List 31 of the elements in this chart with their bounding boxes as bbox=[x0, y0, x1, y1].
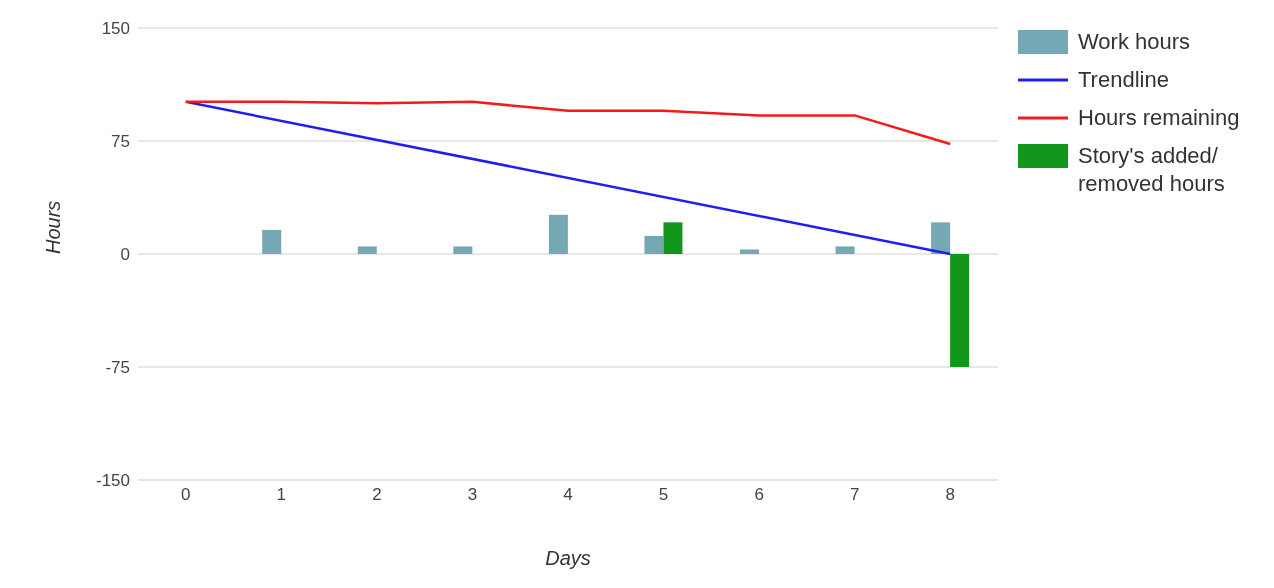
y-tick-label: 150 bbox=[101, 19, 130, 39]
bar bbox=[453, 246, 473, 254]
y-axis-title: Hours bbox=[42, 200, 65, 254]
x-tick-label: 2 bbox=[372, 485, 382, 505]
x-tick-label: 1 bbox=[276, 485, 287, 505]
x-tick-label: 0 bbox=[181, 485, 191, 505]
bar bbox=[950, 254, 970, 367]
y-tick-label: -150 bbox=[95, 471, 130, 491]
legend-label: Trendline bbox=[1078, 66, 1169, 94]
y-tick-label: 0 bbox=[120, 245, 130, 265]
y-tick-label: -75 bbox=[105, 358, 130, 378]
x-tick-label: 5 bbox=[658, 485, 669, 505]
bar bbox=[357, 246, 377, 254]
x-tick-label: 7 bbox=[849, 485, 860, 505]
legend-label: Story's added/ removed hours bbox=[1078, 142, 1226, 198]
x-tick-label: 6 bbox=[754, 485, 764, 505]
bar bbox=[835, 246, 855, 254]
x-axis-title: Days bbox=[545, 547, 591, 569]
legend-label: Work hours bbox=[1078, 28, 1191, 56]
legend-label: Hours remaining bbox=[1078, 104, 1240, 132]
x-tick-label: 4 bbox=[563, 485, 573, 505]
bar bbox=[740, 249, 759, 254]
y-tick-label: 75 bbox=[111, 132, 130, 152]
x-tick-label: 8 bbox=[945, 485, 955, 505]
bar bbox=[262, 229, 282, 254]
line-series bbox=[184, 100, 952, 146]
x-tick-label: 3 bbox=[467, 485, 478, 505]
bar bbox=[548, 214, 568, 254]
bar bbox=[931, 222, 951, 254]
bar bbox=[644, 235, 664, 254]
bar bbox=[663, 222, 683, 254]
